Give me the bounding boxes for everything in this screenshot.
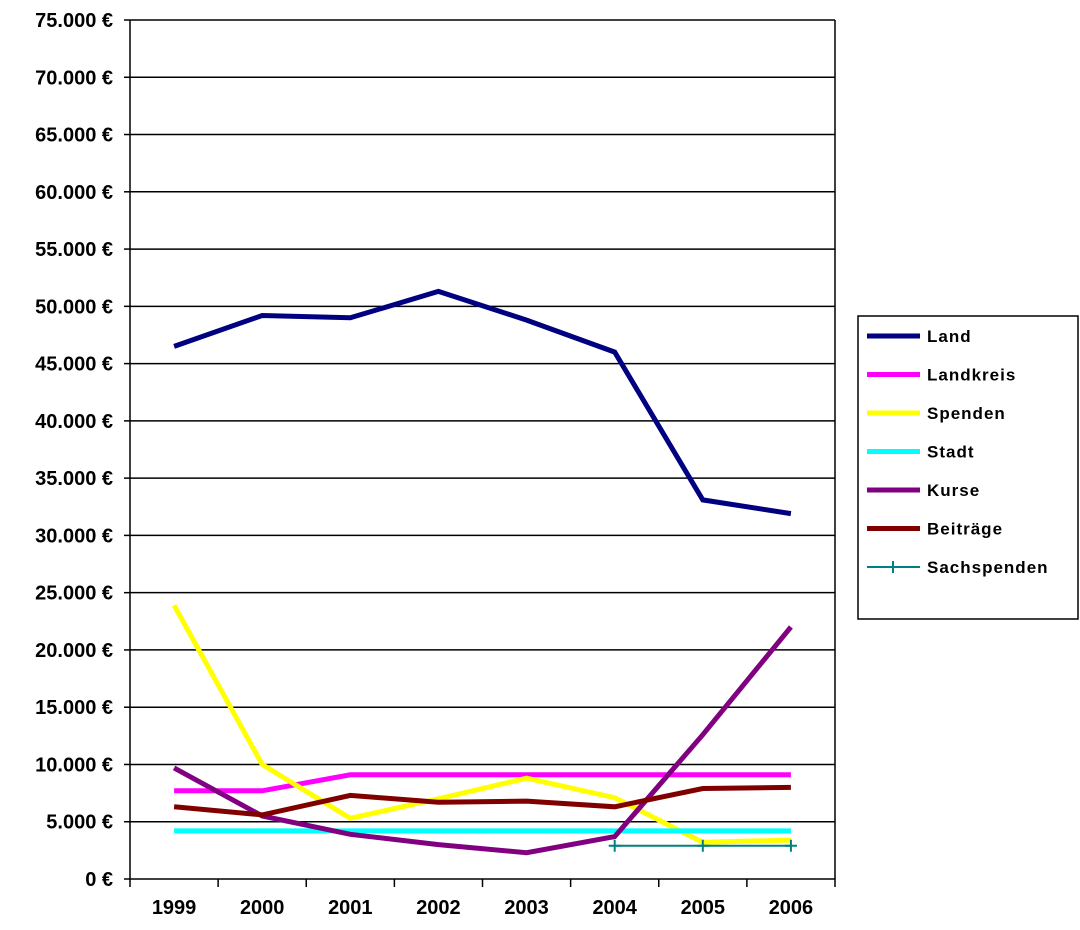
y-tick-label: 5.000 € [46,812,113,834]
legend-marker [887,561,899,573]
x-tick-label: 2005 [681,897,726,919]
y-tick-label: 70.000 € [35,67,113,89]
x-tick-label: 2003 [504,897,549,919]
y-tick-label: 35.000 € [35,468,113,490]
y-tick-label: 15.000 € [35,697,113,719]
axes [124,19,836,887]
y-tick-label: 65.000 € [35,125,113,147]
series-lines [171,288,797,856]
y-tick-label: 25.000 € [35,583,113,605]
y-tick-label: 0 € [85,869,113,891]
legend-label: Land [927,327,972,346]
x-tick-label: 2006 [769,897,814,919]
legend-label: Stadt [927,443,975,462]
y-tick-label: 60.000 € [35,182,113,204]
y-tick-label: 50.000 € [35,296,113,318]
series-marker [696,839,709,852]
x-tick-label: 1999 [152,897,197,919]
legend: Land Landkreis Spenden Stadt Kurse Beiträge Sa… [857,315,1079,620]
legend-label: Kurse [927,481,980,500]
legend-label: Spenden [927,404,1006,423]
y-tick-label: 30.000 € [35,525,113,547]
y-tick-label: 20.000 € [35,640,113,662]
legend-label: Landkreis [927,366,1016,385]
x-tick-label: 2002 [416,897,461,919]
grid-lines [130,19,835,823]
series-line-landkreis [174,772,791,794]
y-tick-label: 10.000 € [35,754,113,776]
y-axis-tick-labels: 0 € 5.000 € 10.000 € 15.000 € 20.000 € 25.000… [35,10,113,891]
y-tick-label: 55.000 € [35,239,113,261]
series-line-beitr-ge [173,784,791,818]
series-line-kurse [172,625,793,856]
legend-box [857,315,1079,620]
x-tick-label: 2001 [328,897,373,919]
series-line-spenden [171,604,791,845]
y-tick-label: 75.000 € [35,10,113,32]
series-marker [608,839,621,852]
y-tick-label: 40.000 € [35,411,113,433]
y-tick-label: 45.000 € [35,354,113,376]
series-line-land [173,288,792,517]
x-tick-label: 2004 [592,897,637,919]
x-axis-tick-labels: 1999 2000 2001 2002 2003 2004 2005 2006 [152,897,813,919]
legend-label: Sachspenden [927,558,1049,577]
x-tick-label: 2000 [240,897,285,919]
legend-label: Beiträge [927,520,1003,539]
series-marker [784,839,797,852]
